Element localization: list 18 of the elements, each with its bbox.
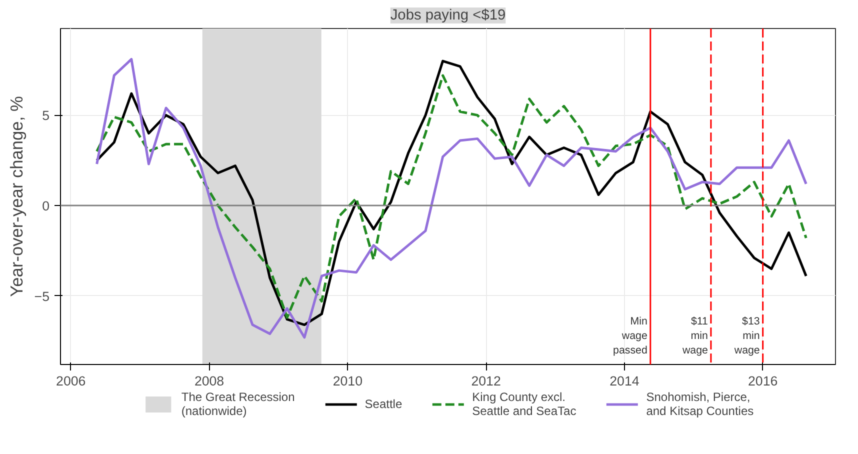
x-tick-label: 2006 <box>56 374 86 388</box>
y-axis-title: Year-over-year change, % <box>6 96 26 297</box>
legend-label: Snohomish, Pierce, and Kitsap Counties <box>646 390 754 418</box>
y-tick-label: 0 <box>42 198 50 214</box>
chart-title: Jobs paying <$19 <box>390 8 506 24</box>
legend-label: King County excl. Seattle and SeaTac <box>472 390 576 418</box>
x-tick-label: 2014 <box>610 374 640 388</box>
x-tick-label: 2010 <box>332 374 362 388</box>
ref-line-label: $13 min wage <box>733 316 760 356</box>
x-tick-label: 2016 <box>748 374 778 388</box>
x-tick-label: 2008 <box>194 374 224 388</box>
y-tick-label: 5 <box>42 108 50 124</box>
legend-label: The Great Recession (nationwide) <box>181 390 295 418</box>
ref-line-label: $11 min wage <box>681 316 708 356</box>
legend-label: Seattle <box>364 396 402 413</box>
x-tick-label: 2012 <box>471 374 501 388</box>
ref-line-label: Min wage passed <box>613 316 648 356</box>
y-tick-label: −5 <box>34 288 50 304</box>
